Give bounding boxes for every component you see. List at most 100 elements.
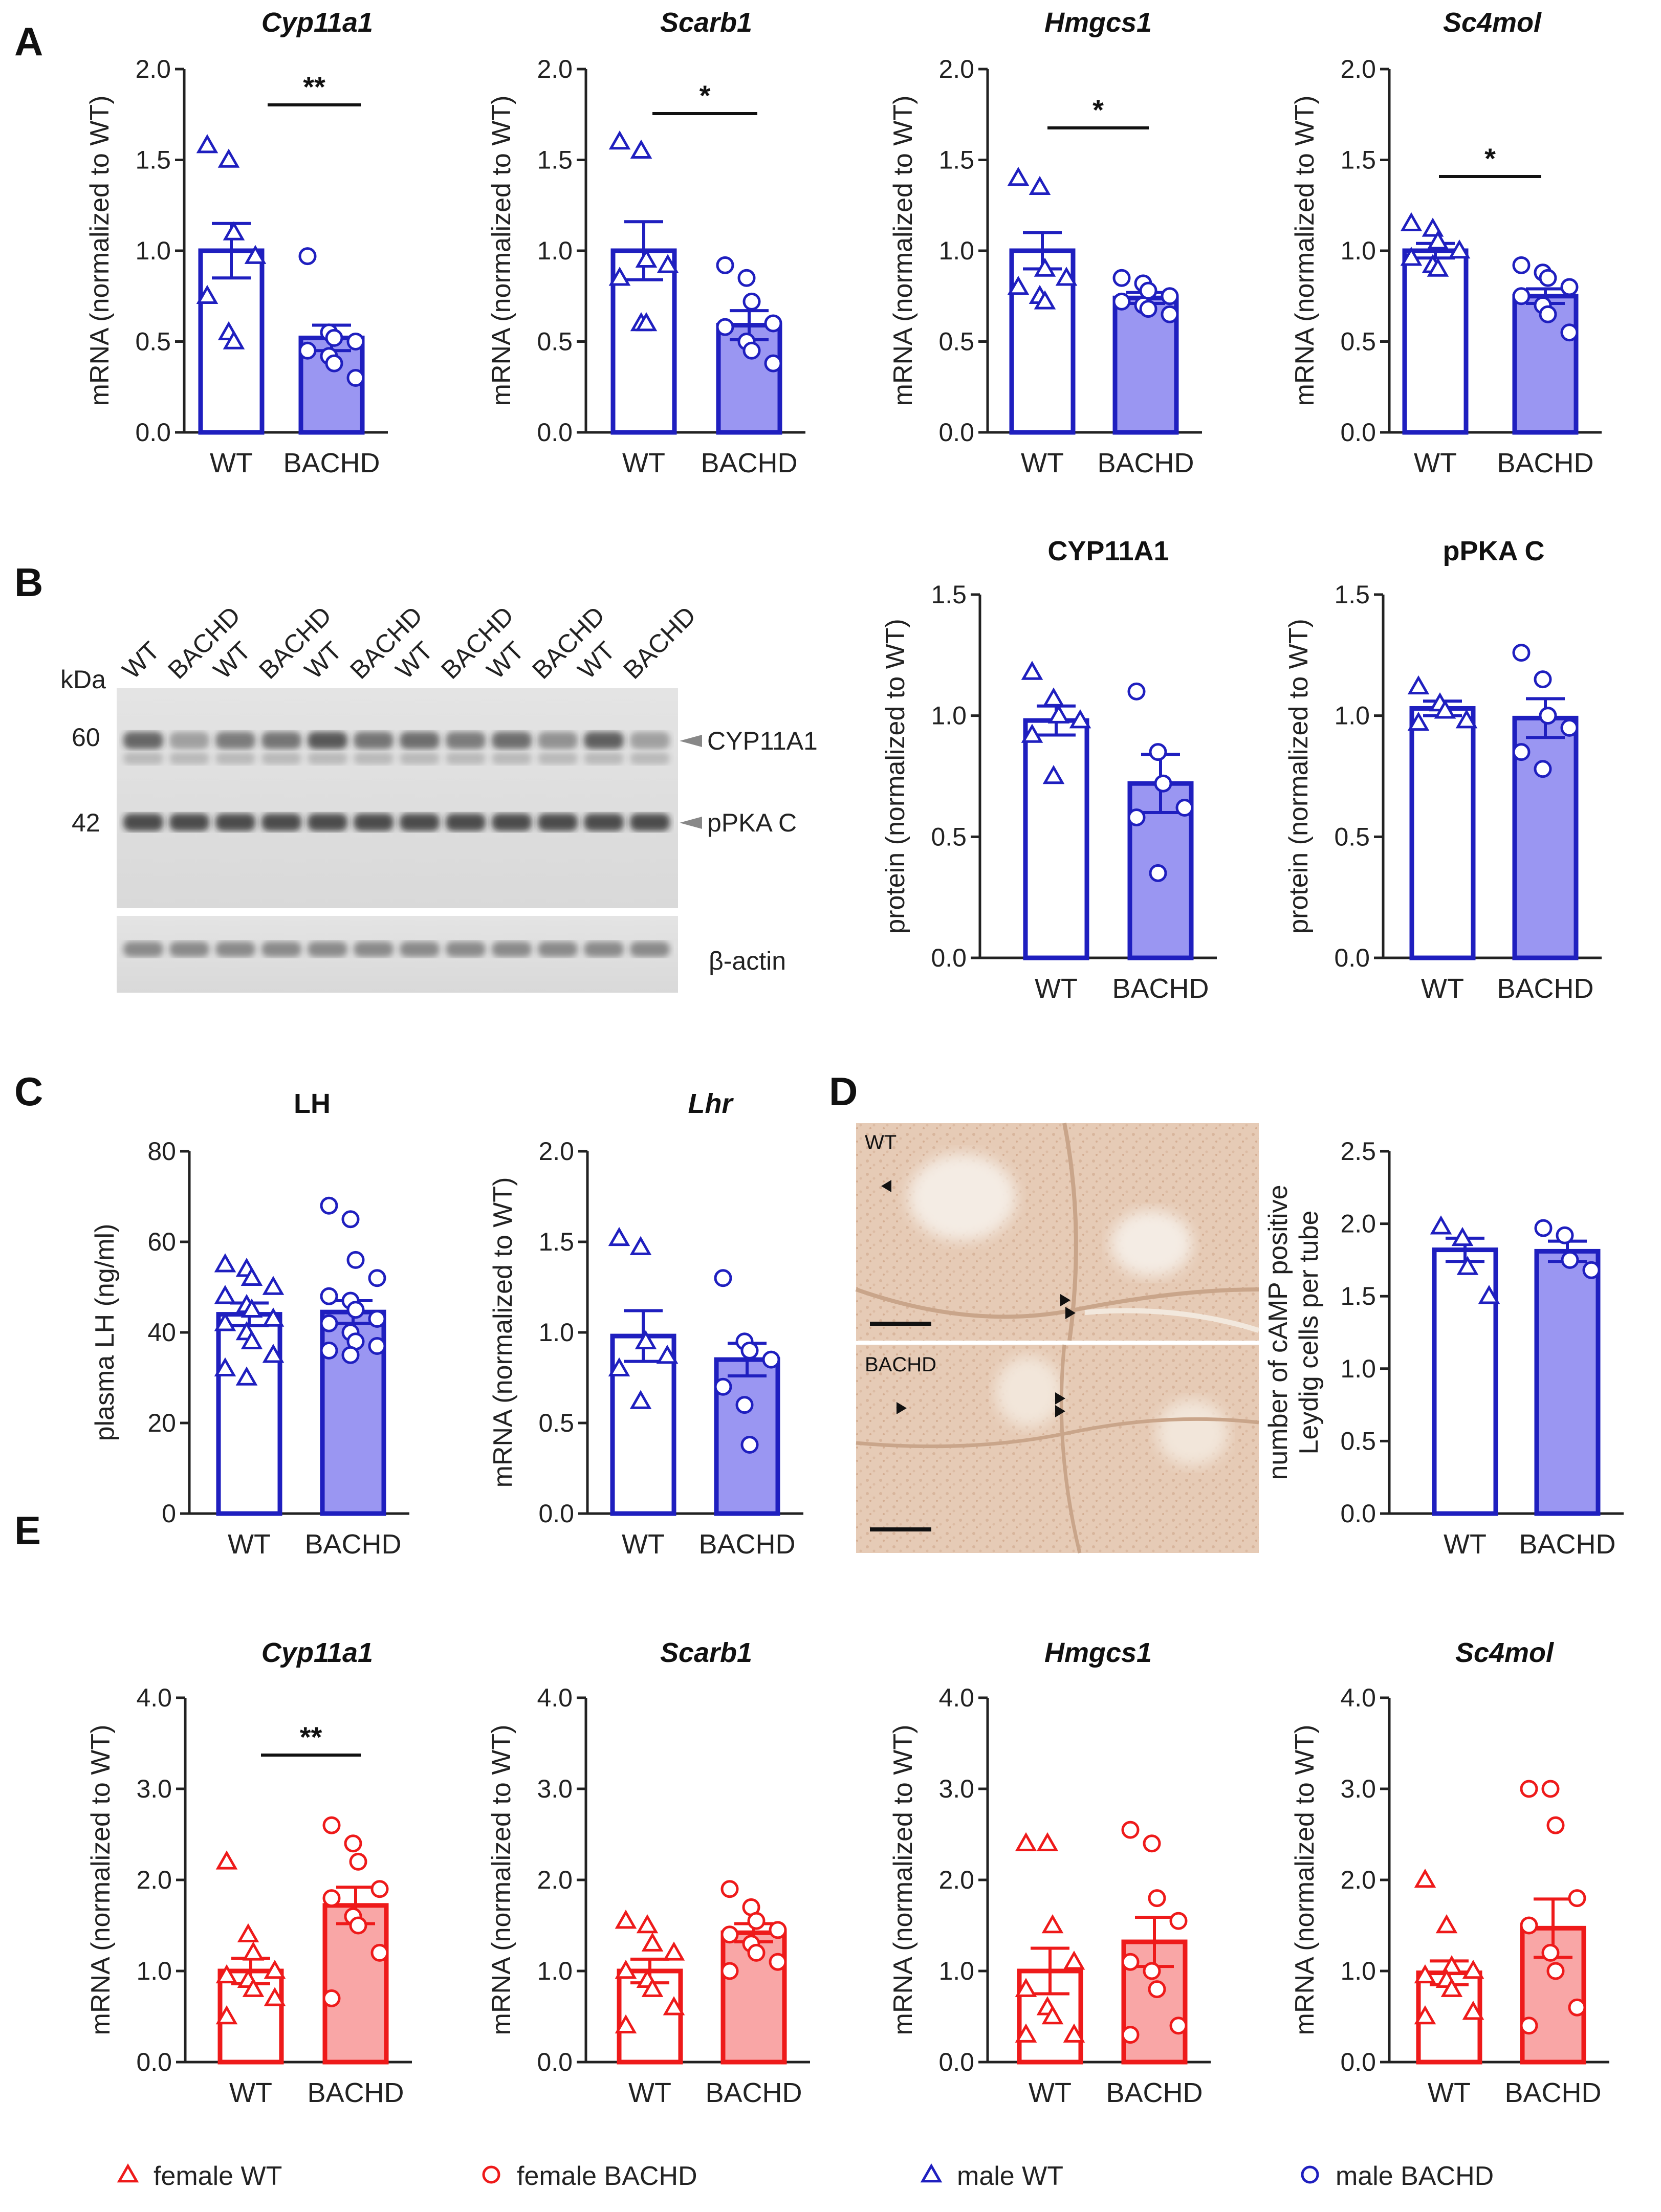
- data-point-wt: [656, 1344, 679, 1364]
- chart-e-cyp11a1: Cyp11a1 mRNA (normalized to WT) 0.0 1.0 2.0 3…: [86, 1637, 412, 2108]
- data-point-wt: [1041, 2005, 1064, 2025]
- data-point-wt: [1036, 1832, 1059, 1852]
- ppkac-band: [261, 814, 301, 831]
- y-axis-title-line: mRNA (normalized to WT): [1290, 1725, 1320, 2035]
- legend-triangle-icon: [117, 2163, 139, 2183]
- data-point-bachd: [1512, 743, 1531, 761]
- y-tick-label: 4.0: [938, 1683, 974, 1712]
- chart-title: Scarb1: [660, 1637, 752, 1668]
- y-axis-title-line: mRNA (normalized to WT): [1290, 96, 1320, 406]
- x-category-label: BACHD: [1504, 2077, 1601, 2108]
- data-point-wt: [223, 330, 245, 349]
- data-point-bachd: [762, 1350, 780, 1369]
- data-point-bachd: [370, 1943, 389, 1962]
- data-point-wt: [217, 148, 240, 168]
- data-point-bachd: [349, 1916, 367, 1935]
- y-tick-label: 0.0: [538, 1499, 574, 1528]
- data-point-bachd: [1127, 808, 1146, 826]
- data-point-wt: [1456, 1256, 1479, 1275]
- legend-label: female WT: [154, 2161, 282, 2191]
- cyp11a1-band-shadow: [400, 752, 440, 764]
- legend-label: male BACHD: [1336, 2161, 1494, 2191]
- cyp11a1-arrowhead: [680, 735, 702, 747]
- data-point-bachd: [1541, 1780, 1560, 1798]
- data-point-bachd: [1121, 2026, 1140, 2044]
- x-category-label: BACHD: [307, 2077, 404, 2108]
- x-category-label: BACHD: [698, 1529, 795, 1560]
- x-category-label: WT: [228, 1529, 271, 1560]
- data-point-bachd: [322, 1889, 341, 1908]
- ppkac-band: [446, 814, 486, 831]
- x-category-label: BACHD: [1497, 448, 1593, 478]
- data-point-bachd: [735, 1396, 754, 1414]
- y-tick-label: 0.5: [938, 327, 974, 356]
- y-tick-label: 0.5: [931, 822, 967, 851]
- data-point-wt: [264, 1959, 286, 1979]
- y-tick-label: 2.0: [537, 1866, 573, 1894]
- data-point-wt: [1440, 1978, 1463, 1997]
- bachd-tubule-border-2: [1059, 1344, 1082, 1553]
- y-tick-label: 1.5: [537, 146, 573, 174]
- data-point-bachd: [1112, 269, 1131, 287]
- y-tick-label: 0.5: [538, 1409, 574, 1437]
- cyp11a1-band-shadow: [261, 752, 301, 764]
- x-category-label: WT: [210, 448, 253, 478]
- chart-title: Cyp11a1: [261, 7, 373, 38]
- y-tick-label: 4.0: [136, 1683, 172, 1712]
- y-tick-label: 1.0: [136, 1957, 172, 1985]
- legend-triangle-icon: [920, 2163, 943, 2183]
- cyp11a1-band-shadow: [446, 752, 486, 764]
- data-point-wt: [663, 1996, 685, 2016]
- x-category-label: WT: [1414, 448, 1457, 478]
- data-point-wt: [1069, 709, 1091, 729]
- data-point-bachd: [1148, 1980, 1166, 1999]
- legend-label: male WT: [957, 2161, 1063, 2191]
- bar-bachd: [1534, 1249, 1601, 1516]
- bachd-arrowhead-3: [1055, 1405, 1065, 1417]
- cyp11a1-band: [354, 732, 394, 749]
- data-point-wt: [1414, 1868, 1436, 1888]
- blot-actin-image: [117, 916, 678, 993]
- cyp11a1-band-shadow: [538, 752, 578, 764]
- data-point-wt: [1063, 1951, 1085, 1970]
- y-tick-label: 3.0: [136, 1775, 172, 1803]
- actin-band: [538, 941, 578, 957]
- cyp11a1-band: [538, 732, 578, 749]
- y-tick-label: 1.5: [538, 1228, 574, 1256]
- y-tick-label: 1.5: [135, 146, 171, 174]
- data-point-wt: [196, 284, 218, 304]
- y-tick-label: 1.5: [1334, 580, 1370, 609]
- y-tick-label: 4.0: [537, 1683, 573, 1712]
- data-point-wt: [223, 221, 245, 240]
- chart-e-hmgcs1: Hmgcs1 mRNA (normalized to WT) 0.0 1.0 2.0 3.…: [888, 1637, 1211, 2108]
- ppkac-band: [584, 814, 624, 831]
- ppkac-band: [492, 814, 532, 831]
- y-axis-title-line: mRNA (normalized to WT): [487, 1725, 516, 2035]
- data-point-wt: [1448, 239, 1471, 259]
- data-point-bachd: [747, 1912, 766, 1930]
- data-point-bachd: [742, 292, 761, 311]
- data-point-wt: [1007, 275, 1030, 295]
- data-point-bachd: [1534, 760, 1552, 778]
- chart-b-cyp11a1-protein: CYP11A1 protein (normalized to WT) 0.0 0.5 1…: [881, 536, 1217, 1004]
- y-tick-label: 0.0: [135, 418, 171, 447]
- data-point-bachd: [769, 1953, 787, 1971]
- cyp11a1-band-shadow: [492, 752, 532, 764]
- cyp11a1-band-shadow: [584, 752, 624, 764]
- data-point-bachd: [1112, 292, 1131, 311]
- chart-c-lhr: Lhr mRNA (normalized to WT) 0.0 0.5 1.0 1.5 2.…: [488, 1088, 803, 1560]
- y-tick-label: 0.0: [136, 2048, 172, 2076]
- chart-title: LH: [294, 1088, 331, 1119]
- ppkac-band: [308, 814, 347, 831]
- y-tick-label: 80: [147, 1137, 176, 1166]
- data-point-bachd: [1539, 305, 1557, 323]
- data-point-wt: [215, 1850, 238, 1870]
- legend-circle-icon: [1301, 2165, 1319, 2184]
- data-point-wt: [241, 1266, 263, 1286]
- x-category-label: WT: [1428, 2077, 1471, 2108]
- data-point-wt: [1042, 687, 1065, 707]
- y-tick-label: 3.0: [537, 1775, 573, 1803]
- data-point-bachd: [747, 1943, 766, 1962]
- cyp11a1-band-shadow: [354, 752, 394, 764]
- y-tick-label: 40: [147, 1318, 176, 1347]
